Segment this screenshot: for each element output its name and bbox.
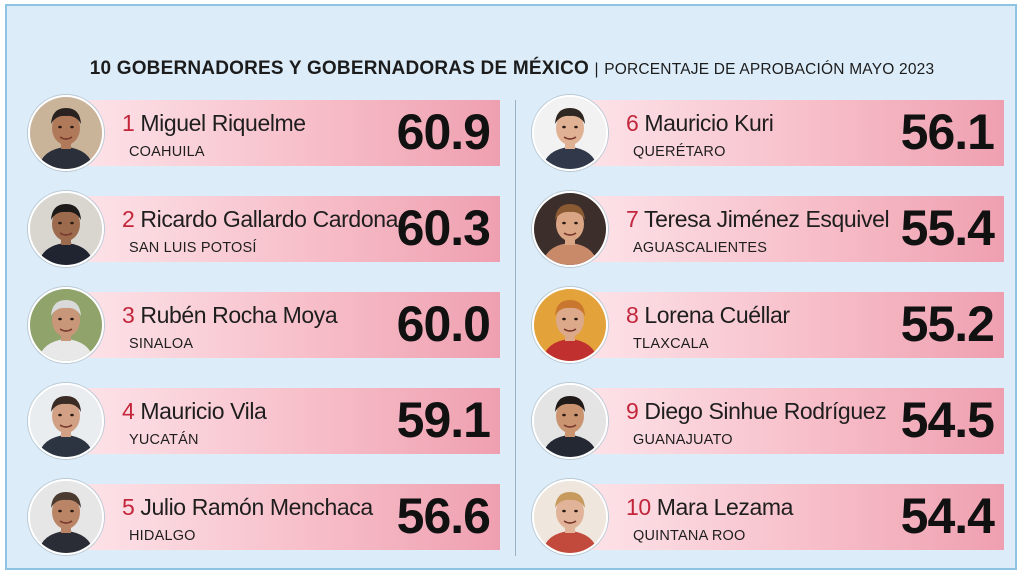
governor-name: 1 Miguel Riquelme (122, 110, 306, 137)
bar-2 (68, 196, 500, 262)
name-label: Mauricio Kuri (638, 110, 774, 136)
rank-number: 6 (626, 110, 639, 136)
state-label: SAN LUIS POTOSÍ (129, 240, 257, 256)
approval-value: 60.3 (396, 200, 491, 256)
portrait-photo (28, 479, 104, 555)
portrait-photo (532, 191, 608, 267)
portrait-photo (532, 287, 608, 363)
portrait-photo (28, 383, 104, 459)
state-label: QUINTANA ROO (633, 528, 746, 544)
portrait-photo (532, 95, 608, 171)
name-label: Teresa Jiménez Esquivel (638, 206, 890, 232)
approval-value: 54.5 (900, 392, 995, 448)
approval-value: 55.4 (900, 200, 995, 256)
governor-name: 8 Lorena Cuéllar (626, 302, 790, 329)
name-label: Diego Sinhue Rodríguez (638, 398, 887, 424)
rank-number: 5 (122, 494, 135, 520)
name-label: Lorena Cuéllar (638, 302, 790, 328)
name-label: Mara Lezama (650, 494, 794, 520)
bar-6 (572, 100, 1004, 166)
rank-number: 8 (626, 302, 639, 328)
state-label: QUERÉTARO (633, 144, 726, 160)
state-label: AGUASCALIENTES (633, 240, 768, 256)
infographic-frame (5, 4, 1017, 570)
state-label: HIDALGO (129, 528, 196, 544)
rank-number: 1 (122, 110, 135, 136)
portrait-photo (28, 191, 104, 267)
state-label: TLAXCALA (633, 336, 709, 352)
name-label: Rubén Rocha Moya (134, 302, 338, 328)
chart-title: 10 GOBERNADORES Y GOBERNADORAS DE MÉXICO… (0, 58, 1024, 80)
rank-number: 4 (122, 398, 135, 424)
governor-name: 5 Julio Ramón Menchaca (122, 494, 373, 521)
rank-number: 9 (626, 398, 639, 424)
approval-value: 59.1 (396, 392, 491, 448)
approval-value: 54.4 (900, 488, 995, 544)
governor-name: 4 Mauricio Vila (122, 398, 267, 425)
approval-value: 56.1 (900, 104, 995, 160)
bar-4 (68, 388, 500, 454)
rank-number: 7 (626, 206, 639, 232)
title-sub: PORCENTAJE DE APROBACIÓN MAYO 2023 (604, 61, 935, 78)
approval-value: 55.2 (900, 296, 995, 352)
bar-10 (572, 484, 1004, 550)
state-label: SINALOA (129, 336, 194, 352)
name-label: Miguel Riquelme (134, 110, 306, 136)
name-label: Mauricio Vila (134, 398, 267, 424)
state-label: YUCATÁN (129, 432, 199, 448)
portrait-photo (532, 479, 608, 555)
bar-3 (68, 292, 500, 358)
approval-value: 56.6 (396, 488, 491, 544)
approval-value: 60.0 (396, 296, 491, 352)
governor-name: 9 Diego Sinhue Rodríguez (626, 398, 887, 425)
title-main: 10 GOBERNADORES Y GOBERNADORAS DE MÉXICO (89, 58, 589, 79)
governor-name: 2 Ricardo Gallardo Cardona (122, 206, 398, 233)
state-label: COAHUILA (129, 144, 205, 160)
name-label: Ricardo Gallardo Cardona (134, 206, 398, 232)
column-divider (515, 100, 516, 556)
portrait-photo (28, 95, 104, 171)
rank-number: 3 (122, 302, 135, 328)
governor-name: 6 Mauricio Kuri (626, 110, 774, 137)
name-label: Julio Ramón Menchaca (134, 494, 373, 520)
portrait-photo (28, 287, 104, 363)
approval-value: 60.9 (396, 104, 491, 160)
governor-name: 7 Teresa Jiménez Esquivel (626, 206, 890, 233)
bar-8 (572, 292, 1004, 358)
portrait-photo (532, 383, 608, 459)
bar-9 (572, 388, 1004, 454)
bar-5 (68, 484, 500, 550)
title-separator: | (594, 61, 599, 78)
bar-7 (572, 196, 1004, 262)
rank-number: 10 (626, 494, 651, 520)
bar-1 (68, 100, 500, 166)
state-label: GUANAJUATO (633, 432, 733, 448)
rank-number: 2 (122, 206, 135, 232)
governor-name: 3 Rubén Rocha Moya (122, 302, 338, 329)
governor-name: 10 Mara Lezama (626, 494, 793, 521)
